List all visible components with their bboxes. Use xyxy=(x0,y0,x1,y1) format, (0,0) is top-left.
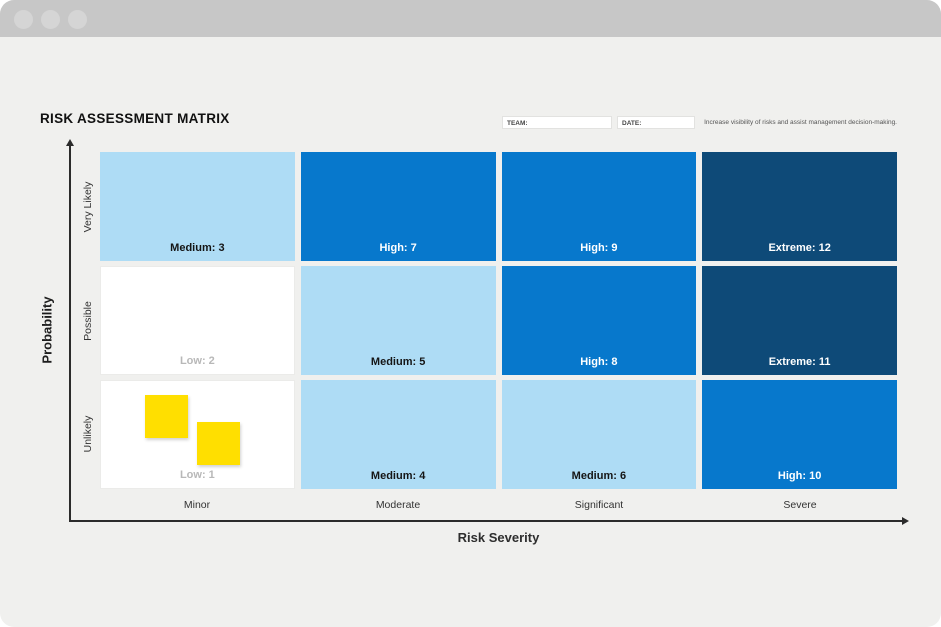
y-axis-title: Probability xyxy=(39,296,55,364)
row-label-possible: Possible xyxy=(82,301,94,341)
matrix-cell-extreme-12[interactable]: Extreme: 12 xyxy=(702,152,897,261)
matrix-cell-high-8[interactable]: High: 8 xyxy=(501,266,697,375)
matrix-cell-medium-3[interactable]: Medium: 3 xyxy=(100,152,295,261)
team-field[interactable]: TEAM: xyxy=(502,116,612,129)
y-axis-arrow-icon xyxy=(66,139,74,146)
col-label-moderate: Moderate xyxy=(375,499,421,511)
x-axis-title: Risk Severity xyxy=(457,530,540,545)
cell-label: High: 9 xyxy=(580,242,618,254)
date-field-label: DATE: xyxy=(622,120,642,127)
page-title: RISK ASSESSMENT MATRIX xyxy=(40,111,230,126)
y-axis-line xyxy=(69,146,71,522)
team-field-label: TEAM: xyxy=(507,120,528,127)
date-field[interactable]: DATE: xyxy=(617,116,695,129)
cell-label: High: 10 xyxy=(777,470,822,482)
matrix-cell-high-7[interactable]: High: 7 xyxy=(300,152,496,261)
x-axis-arrow-icon xyxy=(902,517,909,525)
cell-label: Low: 1 xyxy=(179,469,215,481)
cell-label: High: 7 xyxy=(379,242,417,254)
row-label-unlikely: Unlikely xyxy=(82,415,94,453)
cell-label: Extreme: 11 xyxy=(768,356,831,368)
matrix-cell-high-9[interactable]: High: 9 xyxy=(501,152,697,261)
window-titlebar xyxy=(0,0,941,37)
cell-label: Low: 2 xyxy=(179,355,215,367)
sticky-note[interactable] xyxy=(145,395,188,438)
header-note: Increase visibility of risks and assist … xyxy=(704,119,897,126)
window-control-dot[interactable] xyxy=(14,10,33,29)
matrix-cell-medium-4[interactable]: Medium: 4 xyxy=(300,380,496,489)
matrix-cell-low-2[interactable]: Low: 2 xyxy=(100,266,295,375)
window-control-dot[interactable] xyxy=(41,10,60,29)
x-axis-line xyxy=(69,520,904,522)
matrix-cell-medium-6[interactable]: Medium: 6 xyxy=(501,380,697,489)
col-label-significant: Significant xyxy=(574,499,624,511)
sticky-note[interactable] xyxy=(197,422,240,465)
col-label-severe: Severe xyxy=(783,499,817,511)
cell-label: Medium: 6 xyxy=(571,470,627,482)
cell-label: Medium: 4 xyxy=(370,470,426,482)
risk-matrix-grid: Medium: 3 High: 7 High: 9 Extreme: 12 Lo… xyxy=(100,152,897,489)
cell-label: Medium: 3 xyxy=(170,242,225,254)
matrix-cell-high-10[interactable]: High: 10 xyxy=(702,380,897,489)
window-control-dot[interactable] xyxy=(68,10,87,29)
cell-label: Extreme: 12 xyxy=(768,242,831,254)
cell-label: High: 8 xyxy=(580,356,618,368)
matrix-cell-extreme-11[interactable]: Extreme: 11 xyxy=(702,266,897,375)
matrix-cell-low-1[interactable]: Low: 1 xyxy=(100,380,295,489)
row-label-very-likely: Very Likely xyxy=(82,181,94,233)
matrix-cell-medium-5[interactable]: Medium: 5 xyxy=(300,266,496,375)
cell-label: Medium: 5 xyxy=(370,356,426,368)
col-label-minor: Minor xyxy=(183,499,211,511)
